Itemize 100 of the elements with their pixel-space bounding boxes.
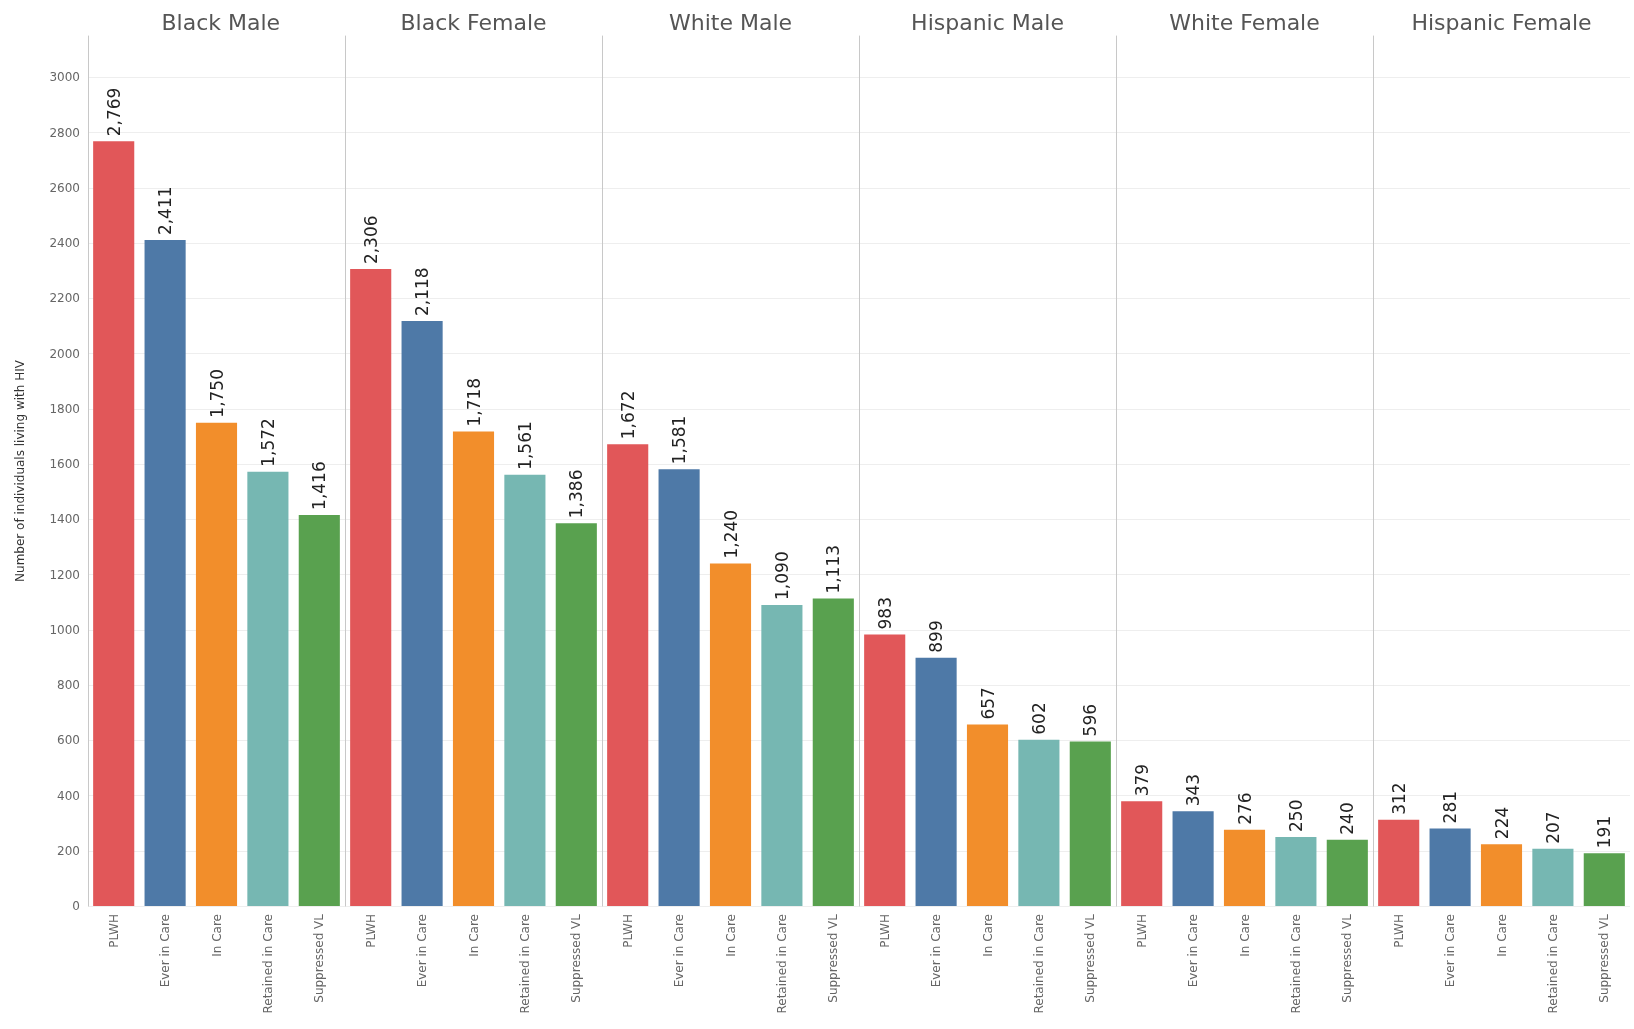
data-label: 207 <box>1542 811 1563 844</box>
bar <box>1069 741 1111 906</box>
x-tick-label: Ever in Care <box>158 914 173 988</box>
x-tick-label: In Care <box>723 914 738 957</box>
data-label: 1,416 <box>309 461 330 510</box>
data-label: 2,769 <box>103 87 124 137</box>
x-tick-label: PLWH <box>1134 914 1149 948</box>
chart-title: White Male <box>668 9 793 35</box>
data-label: 224 <box>1491 806 1512 840</box>
bar <box>247 471 289 906</box>
data-label: 1,090 <box>771 551 792 600</box>
bar <box>93 141 135 906</box>
x-tick-label: Suppressed VL <box>1340 913 1355 1003</box>
chart-title: White Female <box>1169 9 1320 35</box>
y-tick-label: 1200 <box>49 567 80 582</box>
data-label: 276 <box>1234 792 1255 825</box>
y-tick-label: 2200 <box>49 291 80 306</box>
x-tick-label: PLWH <box>363 914 378 948</box>
x-tick-label: PLWH <box>620 914 635 948</box>
data-label: 657 <box>977 687 998 720</box>
data-label: 602 <box>1028 702 1049 735</box>
y-tick-label: 2800 <box>49 125 80 140</box>
data-label: 2,411 <box>155 186 176 236</box>
bar <box>1583 853 1625 906</box>
x-tick-label: Suppressed VL <box>1597 913 1612 1003</box>
data-label: 191 <box>1594 815 1615 849</box>
data-label: 1,750 <box>206 368 227 418</box>
data-label: 983 <box>874 597 895 630</box>
data-label: 1,561 <box>514 421 535 470</box>
data-label: 1,581 <box>669 415 690 465</box>
data-label: 1,240 <box>720 509 741 559</box>
bar <box>1326 839 1368 906</box>
bar <box>607 444 649 906</box>
y-tick-label: 2400 <box>49 236 80 251</box>
x-tick-label: Retained in Care <box>1545 914 1560 1014</box>
data-label: 379 <box>1131 763 1152 797</box>
bar <box>350 269 392 906</box>
bar <box>1275 836 1317 906</box>
bar <box>1532 848 1574 906</box>
y-tick-label: 2000 <box>49 346 80 361</box>
x-tick-label: In Care <box>466 914 481 957</box>
data-label: 1,113 <box>823 544 844 594</box>
data-label: 596 <box>1080 703 1101 737</box>
y-tick-label: 2600 <box>49 180 80 195</box>
x-tick-label: PLWH <box>1391 914 1406 948</box>
y-tick-label: 400 <box>57 788 80 803</box>
bar <box>195 422 238 906</box>
chart-title: Black Female <box>400 9 547 35</box>
data-label: 1,386 <box>566 469 587 519</box>
bar <box>1018 739 1060 906</box>
x-tick-label: Suppressed VL <box>1083 913 1098 1003</box>
y-tick-label: 1400 <box>49 512 80 527</box>
y-tick-label: 1000 <box>49 622 80 637</box>
x-tick-label: Ever in Care <box>929 914 944 988</box>
x-tick-label: PLWH <box>877 914 892 948</box>
data-label: 899 <box>926 620 947 653</box>
chart-title: Hispanic Female <box>1411 9 1592 35</box>
x-tick-label: Retained in Care <box>1288 914 1303 1014</box>
x-tick-label: Ever in Care <box>415 914 430 988</box>
bar <box>915 657 957 906</box>
x-tick-label: Ever in Care <box>672 914 687 988</box>
data-label: 250 <box>1285 799 1306 832</box>
bar <box>1172 811 1214 906</box>
x-tick-label: In Care <box>1494 914 1509 957</box>
bar <box>864 634 906 906</box>
y-tick-label: 1600 <box>49 457 80 472</box>
data-label: 1,718 <box>463 377 484 427</box>
data-label: 312 <box>1388 782 1409 815</box>
bar <box>1378 819 1420 906</box>
y-tick-label: 3000 <box>49 70 80 85</box>
x-tick-label: Retained in Care <box>1031 914 1046 1014</box>
bar <box>1480 844 1523 906</box>
x-tick-label: Ever in Care <box>1443 914 1458 988</box>
data-label: 281 <box>1440 790 1461 824</box>
data-label: 240 <box>1337 802 1358 835</box>
data-label: 1,572 <box>257 418 278 467</box>
data-label: 1,672 <box>617 390 638 440</box>
x-tick-label: Retained in Care <box>260 914 275 1014</box>
y-tick-label: 800 <box>57 678 80 693</box>
bar <box>504 474 546 906</box>
x-tick-label: PLWH <box>106 914 121 948</box>
y-tick-label: 1800 <box>49 401 80 416</box>
x-tick-label: Suppressed VL <box>312 913 327 1003</box>
y-axis-title: Number of individuals living with HIV <box>13 359 27 582</box>
x-tick-label: Retained in Care <box>774 914 789 1014</box>
data-label: 2,118 <box>412 267 433 317</box>
x-tick-label: Suppressed VL <box>826 913 841 1003</box>
bar <box>144 240 186 906</box>
bar <box>452 431 495 906</box>
bar <box>966 724 1009 906</box>
bar <box>812 598 854 906</box>
x-tick-label: Suppressed VL <box>569 913 584 1003</box>
y-tick-label: 0 <box>72 899 80 913</box>
bar <box>298 514 340 906</box>
bar <box>709 563 752 906</box>
chart-title: Hispanic Male <box>911 9 1064 35</box>
data-label: 343 <box>1183 773 1204 807</box>
chart-title: Black Male <box>161 9 281 35</box>
bar <box>555 523 597 906</box>
bar <box>1121 801 1163 906</box>
